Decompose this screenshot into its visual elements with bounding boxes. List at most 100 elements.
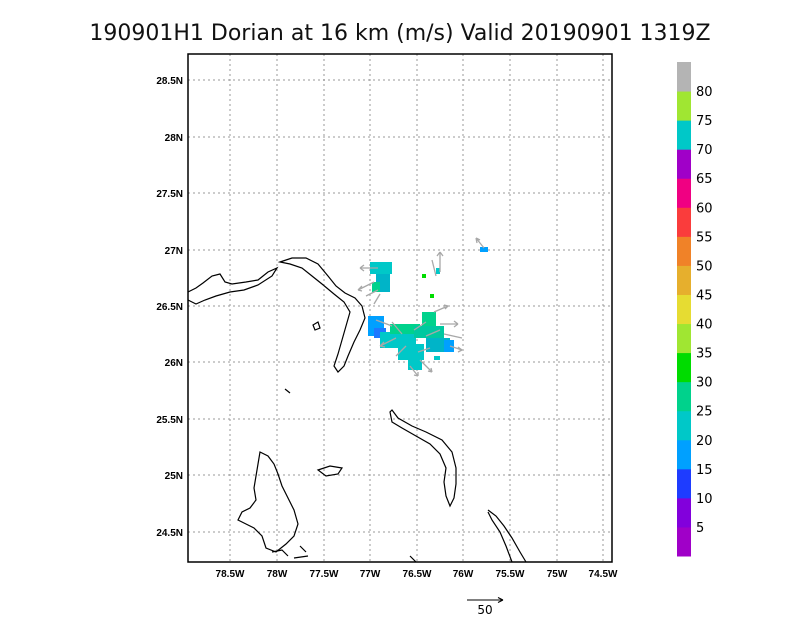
colorbar-swatch xyxy=(677,149,691,179)
wind-vector xyxy=(379,337,397,348)
wind-vector xyxy=(431,259,437,277)
lon-label: 78.5W xyxy=(216,569,245,580)
map-panel xyxy=(187,53,613,563)
colorbar-swatch xyxy=(677,352,691,383)
lon-label: 76.5W xyxy=(403,569,432,580)
colorbar-label: 5 xyxy=(696,521,704,536)
map-background xyxy=(188,54,612,562)
colorbar-labels: 5 10 15 20 25 30 35 40 45 50 55 60 65 70 75 80 xyxy=(696,85,713,536)
colorbar-swatch xyxy=(677,468,691,499)
lon-label: 74.5W xyxy=(589,569,618,580)
grand-bahama-coast xyxy=(187,266,279,305)
wind-vectors xyxy=(357,237,485,377)
colorbar-label: 50 xyxy=(696,259,713,274)
wind-vector xyxy=(419,359,433,373)
cat-island-coast xyxy=(487,511,513,563)
lat-label: 26.5N xyxy=(156,302,183,313)
arrowhead-icon xyxy=(497,597,504,603)
lat-label: 25.5N xyxy=(156,415,183,426)
wind-vector xyxy=(449,345,463,353)
wind-vector xyxy=(433,304,449,313)
wind-cell xyxy=(408,356,422,370)
southern-islets-coast xyxy=(271,545,417,563)
coastlines xyxy=(187,257,527,563)
map-frame xyxy=(187,53,613,563)
colorbar-label: 35 xyxy=(696,347,713,362)
colorbar-swatch xyxy=(677,265,691,295)
colorbar-swatch xyxy=(677,294,691,325)
colorbar-swatch xyxy=(677,410,691,441)
vector-scale-label: 50 xyxy=(477,603,492,617)
wind-cell xyxy=(444,340,454,352)
colorbar-swatch xyxy=(677,91,691,121)
islet-coast-2 xyxy=(284,388,291,394)
lon-label: 78W xyxy=(267,569,288,580)
eleuthera-coast xyxy=(389,409,457,508)
wind-vector xyxy=(357,281,375,292)
colorbar-swatch xyxy=(677,381,691,412)
colorbar-label: 30 xyxy=(696,376,713,391)
lat-label: 28.5N xyxy=(156,76,183,87)
longitude-labels: 78.5W 78W 77.5W 77W 76.5W 76W 75.5W 75W … xyxy=(216,569,618,580)
wind-vector xyxy=(373,293,381,305)
colorbar-swatch xyxy=(677,323,691,354)
wind-cell xyxy=(372,282,380,292)
colorbar-label: 10 xyxy=(696,492,713,507)
wind-vector xyxy=(413,321,427,331)
colorbar-label: 55 xyxy=(696,230,713,245)
colorbar-swatch xyxy=(677,526,691,557)
lat-label: 27.5N xyxy=(156,189,183,200)
wind-vector xyxy=(359,264,378,272)
vector-scale-key: 50 xyxy=(467,597,504,617)
colorbar-swatch xyxy=(677,236,691,266)
colorbar-swatches xyxy=(677,62,691,557)
lat-label: 24.5N xyxy=(156,528,183,539)
wind-cell xyxy=(430,294,434,298)
lon-label: 75.5W xyxy=(496,569,525,580)
wind-vector xyxy=(417,347,431,353)
wind-cell xyxy=(480,247,488,252)
wind-vector xyxy=(391,321,403,335)
lon-label: 77.5W xyxy=(310,569,339,580)
colorbar-swatch xyxy=(677,497,691,528)
wind-vector xyxy=(443,333,463,339)
wind-vector xyxy=(425,329,441,337)
colorbar-label: 40 xyxy=(696,318,713,333)
colorbar-swatch xyxy=(677,62,691,92)
lat-label: 26N xyxy=(165,358,183,369)
wind-vector xyxy=(440,320,459,328)
colorbar-label: 60 xyxy=(696,201,713,216)
colorbar-label: 15 xyxy=(696,463,713,478)
colorbar-label: 20 xyxy=(696,434,713,449)
lat-label: 28N xyxy=(165,133,183,144)
wind-vector xyxy=(436,251,444,272)
wind-cell xyxy=(422,312,436,328)
colorbar: 5 10 15 20 25 30 35 40 45 50 55 60 65 70 75 80 xyxy=(677,62,713,557)
colorbar-label: 45 xyxy=(696,288,713,303)
colorbar-swatch xyxy=(677,207,691,237)
lat-label: 25N xyxy=(165,471,183,482)
colorbar-swatch xyxy=(677,439,691,470)
wind-vector xyxy=(409,365,419,377)
colorbar-label: 65 xyxy=(696,172,713,187)
wind-vector xyxy=(395,345,407,357)
lon-label: 75W xyxy=(547,569,568,580)
wind-cell xyxy=(390,324,420,334)
wind-vector xyxy=(365,289,379,297)
colorbar-label: 25 xyxy=(696,405,713,420)
colorbar-label: 80 xyxy=(696,85,713,100)
wind-vector xyxy=(375,319,393,327)
colorbar-label: 75 xyxy=(696,114,713,129)
abaco-coast xyxy=(277,257,366,373)
exuma-coast xyxy=(487,509,527,563)
figure-title: 190901H1 Dorian at 16 km (m/s) Valid 201… xyxy=(89,21,710,46)
lat-label: 27N xyxy=(165,246,183,257)
colorbar-label: 70 xyxy=(696,143,713,158)
wind-cell xyxy=(414,326,444,338)
islet-coast xyxy=(312,321,321,331)
wind-cell xyxy=(370,262,392,274)
wind-vector xyxy=(475,237,485,249)
wind-cell xyxy=(422,274,426,278)
lon-label: 76W xyxy=(453,569,474,580)
